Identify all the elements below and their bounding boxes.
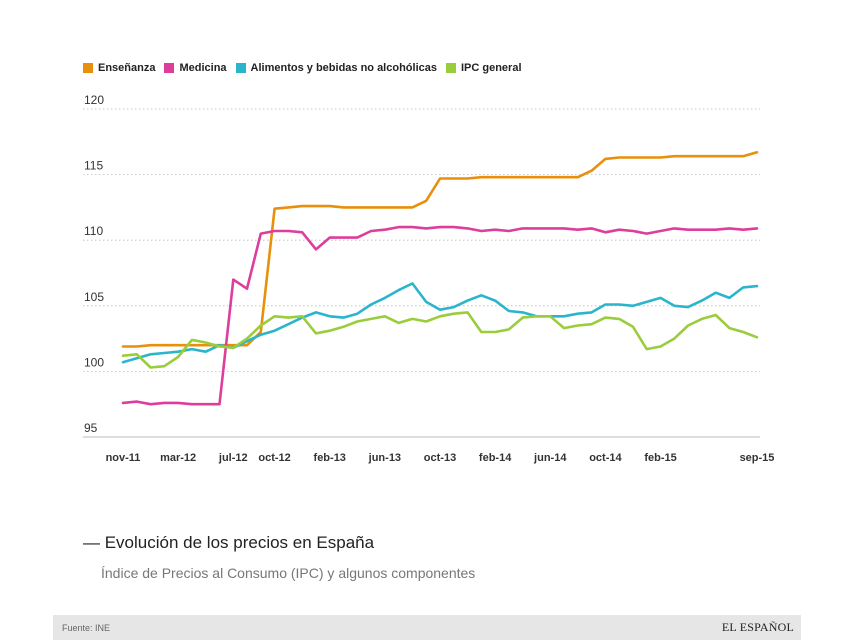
x-tick-label: oct-12 <box>258 452 290 464</box>
y-tick-label: 110 <box>84 224 103 238</box>
y-axis-tick-labels: 95 100 105 110 115 120 <box>84 93 104 435</box>
y-tick-label: 95 <box>84 421 98 435</box>
y-tick-label: 105 <box>84 290 104 304</box>
y-tick-label: 115 <box>84 159 103 173</box>
x-tick-label: oct-14 <box>589 452 622 464</box>
chart-title: — Evolución de los precios en España <box>83 533 375 552</box>
series-lines <box>121 151 759 406</box>
chart-subtitle: Índice de Precios al Consumo (IPC) y alg… <box>101 565 476 581</box>
legend-item: Enseñanza <box>83 62 155 74</box>
chart-legend: Enseñanza Medicina Alimentos y bebidas no … <box>83 62 531 74</box>
series-line-1 <box>121 151 759 348</box>
brand-logo: EL ESPAÑOL <box>721 620 794 634</box>
x-tick-label: sep-15 <box>740 452 775 464</box>
series-line-4 <box>121 311 759 369</box>
line-chart: 95 100 105 110 115 120 nov-11 mar-12 jul-12 oct-… <box>83 93 775 464</box>
x-axis-tick-labels: nov-11 mar-12 jul-12 oct-12 feb-13 jun-13 oct-… <box>106 452 775 464</box>
series-line-3 <box>121 282 759 364</box>
x-tick-label: mar-12 <box>160 452 196 464</box>
legend-swatch <box>445 63 456 73</box>
legend-label: IPC general <box>460 62 522 74</box>
legend-label: Medicina <box>179 62 227 74</box>
y-tick-label: 100 <box>84 355 104 369</box>
legend-label: Enseñanza <box>98 62 156 74</box>
legend-item: Alimentos y bebidas no alcohólicas <box>235 62 437 74</box>
x-tick-label: nov-11 <box>106 452 141 464</box>
legend-swatch <box>235 63 246 73</box>
x-tick-label: feb-15 <box>644 452 676 464</box>
series-line-2 <box>121 225 759 406</box>
legend-swatch <box>164 63 175 73</box>
y-tick-label: 120 <box>84 93 104 107</box>
footer-bar: Fuente: INE EL ESPAÑOL <box>53 615 801 640</box>
x-tick-label: feb-13 <box>314 452 346 464</box>
x-tick-label: feb-14 <box>479 452 512 464</box>
x-tick-label: jun-13 <box>368 452 401 464</box>
x-tick-label: jul-12 <box>218 452 248 464</box>
legend-swatch <box>83 63 93 73</box>
x-tick-label: oct-13 <box>424 452 456 464</box>
grid-lines <box>83 108 760 438</box>
legend-label: Alimentos y bebidas no alcohólicas <box>250 62 437 74</box>
x-tick-label: jun-14 <box>533 452 567 464</box>
legend-item: IPC general <box>445 62 522 74</box>
source-note: Fuente: INE <box>62 623 111 633</box>
legend-item: Medicina <box>164 62 227 74</box>
